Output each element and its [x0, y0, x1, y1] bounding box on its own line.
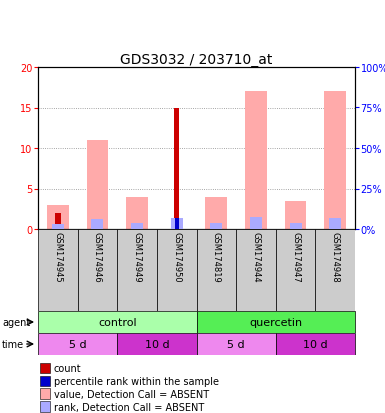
- Text: 5 d: 5 d: [227, 339, 245, 349]
- Text: 10 d: 10 d: [303, 339, 328, 349]
- Text: agent: agent: [2, 317, 30, 327]
- Bar: [196, 311, 355, 333]
- Text: GSM174946: GSM174946: [93, 232, 102, 282]
- Bar: [276, 333, 355, 355]
- Bar: [87, 140, 108, 230]
- Bar: [78, 230, 117, 311]
- Bar: [174, 108, 179, 230]
- Text: percentile rank within the sample: percentile rank within the sample: [54, 376, 219, 386]
- Text: control: control: [98, 317, 137, 327]
- Text: count: count: [54, 363, 82, 373]
- Bar: [250, 218, 262, 230]
- Bar: [38, 311, 196, 333]
- Bar: [38, 333, 117, 355]
- Bar: [92, 220, 104, 230]
- Text: 10 d: 10 d: [144, 339, 169, 349]
- Bar: [47, 205, 69, 230]
- Bar: [131, 223, 143, 230]
- Bar: [329, 218, 341, 230]
- Text: quercetin: quercetin: [249, 317, 302, 327]
- Text: GSM174945: GSM174945: [53, 232, 62, 282]
- Bar: [245, 92, 267, 230]
- Bar: [175, 218, 179, 230]
- Text: GSM174949: GSM174949: [132, 232, 142, 282]
- Bar: [171, 218, 182, 230]
- Bar: [117, 333, 196, 355]
- Bar: [196, 333, 276, 355]
- Bar: [40, 376, 50, 386]
- Bar: [52, 225, 64, 230]
- Bar: [126, 197, 148, 230]
- Bar: [117, 230, 157, 311]
- Bar: [196, 230, 236, 311]
- Bar: [206, 197, 227, 230]
- Text: GSM174948: GSM174948: [331, 232, 340, 282]
- Bar: [40, 401, 50, 412]
- Bar: [290, 224, 301, 230]
- Text: GSM174819: GSM174819: [212, 232, 221, 282]
- Text: value, Detection Call = ABSENT: value, Detection Call = ABSENT: [54, 389, 209, 399]
- Bar: [236, 230, 276, 311]
- Bar: [40, 389, 50, 399]
- Bar: [157, 230, 196, 311]
- Text: GSM174947: GSM174947: [291, 232, 300, 282]
- Bar: [276, 230, 315, 311]
- Bar: [285, 202, 306, 230]
- Title: GDS3032 / 203710_at: GDS3032 / 203710_at: [121, 53, 273, 67]
- Bar: [315, 230, 355, 311]
- Text: time: time: [2, 339, 24, 349]
- Text: GSM174944: GSM174944: [251, 232, 260, 282]
- Text: GSM174950: GSM174950: [172, 232, 181, 282]
- Bar: [38, 230, 78, 311]
- Bar: [324, 92, 346, 230]
- Bar: [55, 213, 60, 230]
- Bar: [210, 223, 222, 230]
- Bar: [40, 363, 50, 373]
- Text: 5 d: 5 d: [69, 339, 87, 349]
- Text: rank, Detection Call = ABSENT: rank, Detection Call = ABSENT: [54, 401, 204, 412]
